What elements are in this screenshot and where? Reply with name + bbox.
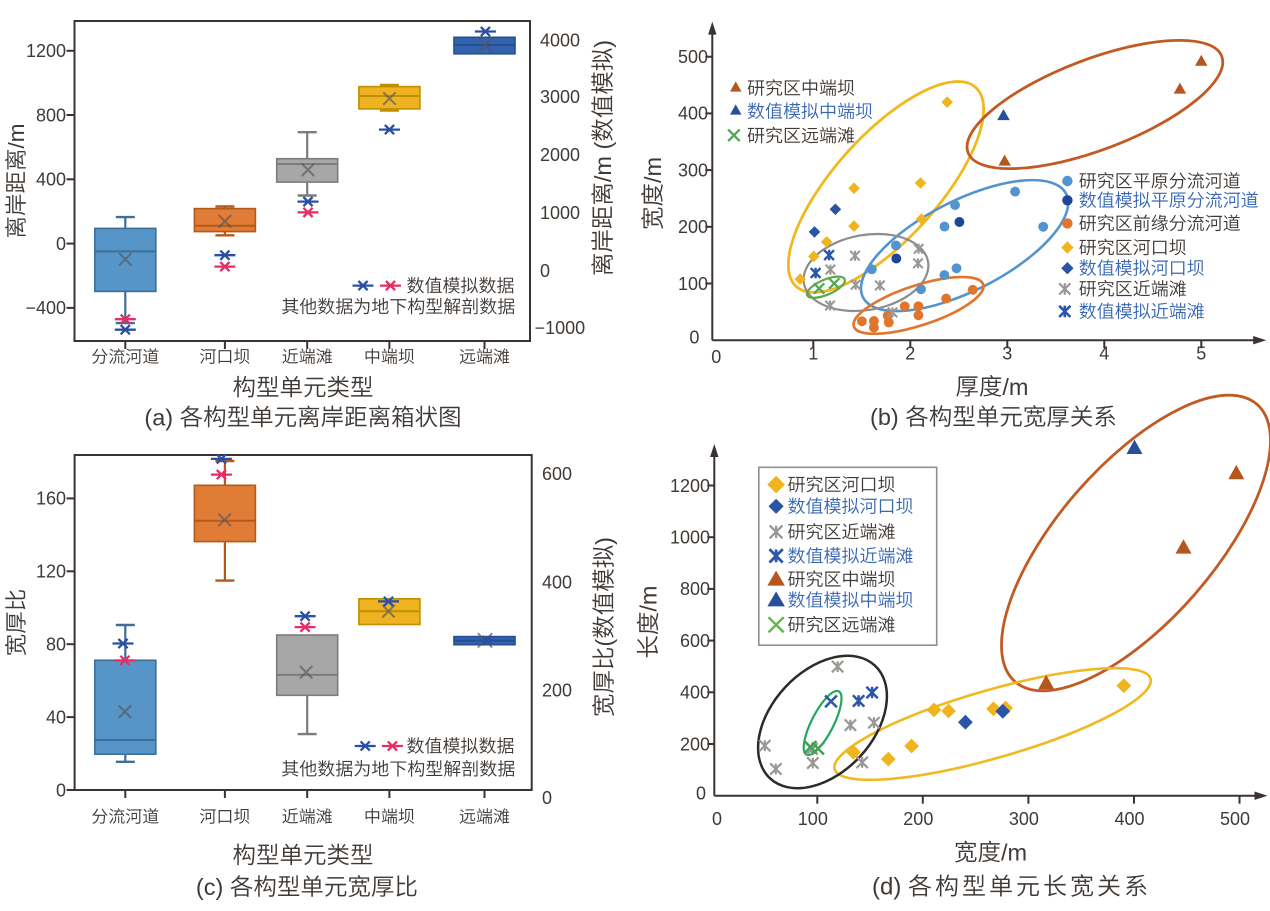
svg-text:5: 5: [1196, 344, 1206, 364]
svg-text:/m: /m: [4, 124, 29, 149]
svg-text:400: 400: [678, 104, 708, 124]
svg-text:800: 800: [680, 579, 710, 599]
svg-text:0: 0: [542, 788, 552, 808]
svg-text:300: 300: [678, 160, 708, 180]
svg-text:1000: 1000: [540, 203, 580, 223]
svg-text:1000: 1000: [670, 528, 710, 548]
svg-text:): ): [590, 40, 616, 48]
svg-text:400: 400: [680, 683, 710, 703]
svg-text:400: 400: [1115, 809, 1145, 829]
svg-text:4: 4: [1099, 344, 1109, 364]
svg-text:600: 600: [542, 464, 572, 484]
svg-text:500: 500: [1220, 809, 1250, 829]
svg-text:−1000: −1000: [535, 318, 586, 338]
svg-text:0: 0: [712, 809, 722, 829]
svg-text:0: 0: [711, 347, 721, 367]
svg-text:800: 800: [36, 105, 66, 125]
svg-text:0: 0: [540, 261, 550, 281]
svg-text:/m: /m: [1001, 839, 1027, 865]
svg-text:120: 120: [36, 562, 66, 582]
svg-text:100: 100: [678, 274, 708, 294]
svg-text:600: 600: [680, 631, 710, 651]
svg-text:(c): (c): [196, 874, 223, 900]
svg-text:200: 200: [678, 217, 708, 237]
svg-text:(d): (d): [872, 874, 901, 901]
svg-text:/m: /m: [636, 585, 662, 611]
svg-text:0: 0: [56, 780, 66, 800]
svg-text:2: 2: [905, 344, 915, 364]
svg-text:200: 200: [542, 681, 572, 701]
svg-text:400: 400: [542, 573, 572, 593]
svg-text:1200: 1200: [670, 476, 710, 496]
svg-text:/m: /m: [640, 157, 666, 183]
svg-text:/m: /m: [1002, 374, 1028, 400]
svg-text:/m (: /m (: [590, 141, 616, 182]
svg-text:160: 160: [36, 489, 66, 509]
svg-text:3000: 3000: [540, 87, 580, 107]
svg-text:1200: 1200: [26, 41, 66, 61]
svg-text:80: 80: [46, 635, 66, 655]
svg-text:4000: 4000: [540, 31, 580, 51]
svg-text:0: 0: [689, 328, 699, 348]
svg-text:0: 0: [56, 234, 66, 254]
svg-text:400: 400: [36, 170, 66, 190]
svg-text:500: 500: [678, 47, 708, 67]
svg-text:0: 0: [696, 783, 706, 803]
svg-text:200: 200: [680, 734, 710, 754]
svg-text:3: 3: [1002, 344, 1012, 364]
svg-text:40: 40: [46, 707, 66, 727]
svg-text:): ): [591, 537, 617, 545]
svg-text:2000: 2000: [540, 145, 580, 165]
svg-text:(a): (a): [144, 404, 173, 430]
svg-text:1: 1: [808, 344, 818, 364]
svg-text:300: 300: [1009, 809, 1039, 829]
svg-text:(b): (b): [870, 404, 899, 430]
svg-text:−400: −400: [26, 298, 67, 318]
svg-text:100: 100: [798, 809, 828, 829]
svg-text:(: (: [591, 639, 617, 647]
svg-text:200: 200: [903, 809, 933, 829]
